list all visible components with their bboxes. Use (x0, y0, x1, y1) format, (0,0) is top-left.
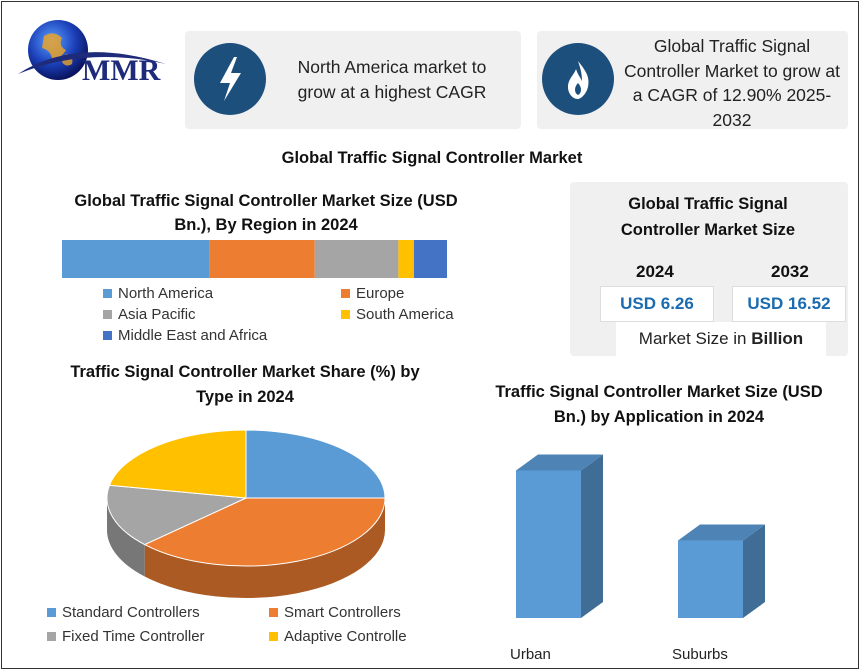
pie-slice-1 (143, 497, 386, 567)
pie-slice-0 (245, 429, 386, 499)
region-segment-1 (209, 240, 315, 278)
region-segment-4 (413, 240, 447, 278)
legend-swatch (341, 289, 350, 298)
category-label-1: Suburbs (672, 646, 728, 663)
legend-fixed-time-controller: Fixed Time Controller (47, 628, 205, 645)
category-label-0: Urban (510, 646, 551, 663)
legend-standard-controllers: Standard Controllers (47, 604, 200, 621)
region-segment-0 (62, 240, 210, 278)
legend-adaptive-controlle: Adaptive Controlle (269, 628, 407, 645)
market-size-title: Global Traffic Signal Controller Market … (620, 195, 796, 239)
logo-text: MMR (82, 54, 161, 87)
globe-icon (18, 20, 166, 80)
legend-south-america: South America (341, 306, 454, 323)
lightning-icon (194, 43, 266, 115)
region-stacked-bar (62, 240, 447, 278)
application-bar-chart: Urban Suburbs (510, 454, 765, 663)
application-chart-title: Traffic Signal Controller Market Size (U… (495, 383, 823, 426)
region-segment-2 (314, 240, 399, 278)
type-chart-title: Traffic Signal Controller Market Share (… (70, 363, 420, 406)
legend-europe: Europe (341, 285, 404, 302)
legend-middle-east-africa: Middle East and Africa (103, 327, 267, 344)
legend-north-america: North America (103, 285, 213, 302)
legend-swatch (47, 608, 56, 617)
value-2024: USD 6.26 (600, 286, 714, 322)
legend-swatch (269, 632, 278, 641)
bar-top-0 (516, 454, 603, 471)
region-chart-title: Global Traffic Signal Controller Market … (74, 192, 458, 234)
bar-front-0 (516, 470, 581, 618)
legend-smart-controllers: Smart Controllers (269, 604, 401, 621)
highlight-card-north-america: North America market to grow at a highes… (185, 31, 521, 129)
highlight-card-cagr: Global Traffic Signal Controller Market … (537, 31, 848, 130)
region-segment-3 (398, 240, 414, 278)
legend-swatch (103, 331, 112, 340)
legend-swatch (341, 310, 350, 319)
highlight-text-north-america: North America market to grow at a highes… (297, 57, 487, 102)
legend-swatch (103, 289, 112, 298)
legend-asia-pacific: Asia Pacific (103, 306, 196, 323)
bar-front-1 (678, 540, 743, 618)
pie-side-1 (144, 498, 385, 598)
mmr-logo: MMR (16, 16, 176, 87)
highlight-text-cagr: Global Traffic Signal Controller Market … (624, 36, 840, 130)
year-2024-label: 2024 (636, 262, 674, 281)
pie-slice-2 (106, 484, 248, 546)
market-size-note: Market Size in Billion (616, 322, 826, 356)
legend-swatch (269, 608, 278, 617)
main-title: Global Traffic Signal Controller Market (281, 149, 583, 167)
pie-side-2 (107, 498, 145, 577)
type-pie-chart (106, 429, 386, 598)
bar-side-0 (581, 454, 603, 618)
flame-icon (542, 43, 614, 115)
bar-top-1 (678, 524, 765, 541)
legend-swatch (103, 310, 112, 319)
legend-swatch (47, 632, 56, 641)
year-2032-label: 2032 (771, 262, 809, 281)
bar-side-1 (743, 524, 765, 618)
pie-slice-3 (108, 429, 247, 499)
value-2032: USD 16.52 (732, 286, 846, 322)
